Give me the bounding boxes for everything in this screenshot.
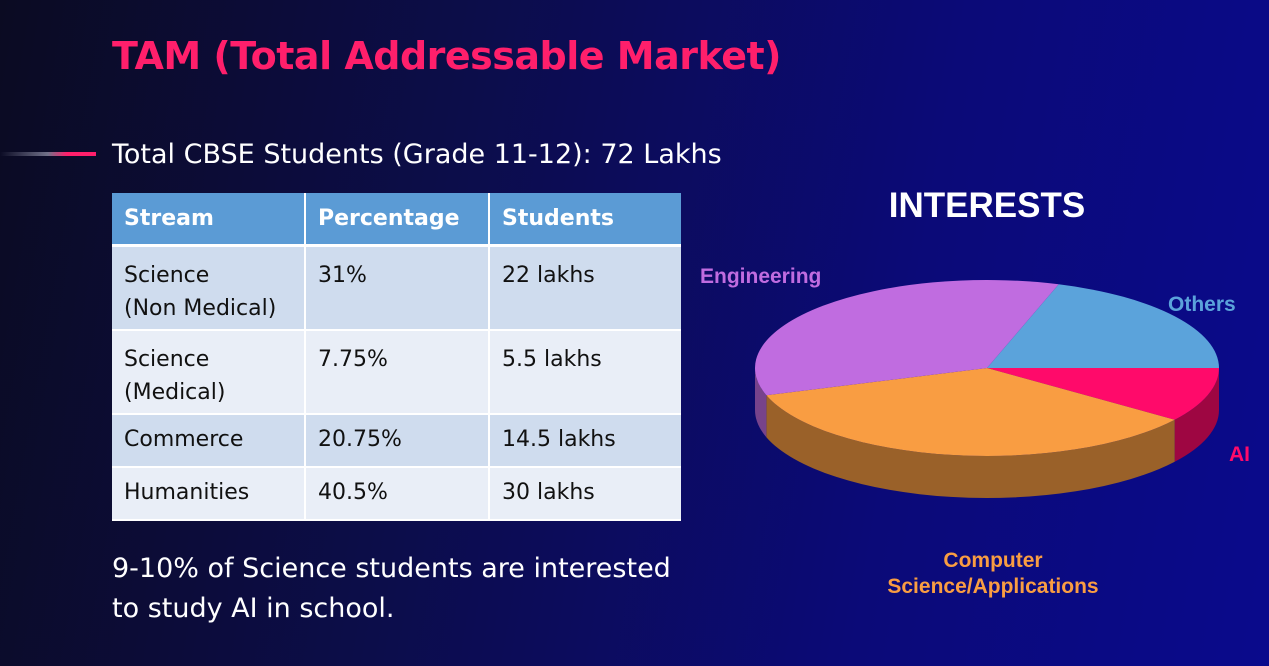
label-others: Others [1168, 293, 1236, 316]
table-row: Commerce 20.75% 14.5 lakhs [112, 414, 681, 468]
cell-stream: Commerce [112, 414, 306, 468]
cell-students: 5.5 lakhs [489, 330, 681, 415]
label-computer-science-line2: Science/Applications [887, 575, 1099, 598]
stream-table: Stream Percentage Students Science (Non M… [112, 193, 681, 521]
cell-students: 22 lakhs [489, 245, 681, 331]
pie-slice-others [987, 284, 1219, 368]
pie-slice-engineering [754, 280, 1059, 396]
pie-slice-ai [987, 368, 1219, 420]
stream-subtype: (Medical) [124, 380, 226, 405]
pie-side-ai [1174, 368, 1219, 462]
ai-interest-note: 9-10% of Science students are interested… [112, 549, 712, 629]
cell-stream: Humanities [112, 467, 306, 521]
pie-side-engineering [754, 368, 767, 438]
note-line-2: to study AI in school. [112, 593, 395, 624]
cell-stream: Science (Medical) [112, 330, 306, 415]
label-computer-science: Computer Science/Applications [860, 548, 1126, 600]
stream-subtype: (Non Medical) [124, 296, 277, 321]
bullet-accent-line [0, 152, 96, 156]
cell-percentage: 20.75% [305, 414, 490, 468]
table-header-row: Stream Percentage Students [112, 193, 681, 247]
label-ai: AI [1229, 443, 1250, 466]
column-header-percentage: Percentage [305, 193, 490, 247]
stream-name: Science [124, 347, 210, 372]
pie-slice-computer-science-applications [766, 368, 1175, 457]
cell-percentage: 7.75% [305, 330, 490, 415]
stream-name: Science [124, 263, 210, 288]
cell-stream: Science (Non Medical) [112, 245, 306, 331]
cell-students: 14.5 lakhs [489, 414, 681, 468]
column-header-students: Students [489, 193, 681, 247]
label-computer-science-line1: Computer [943, 549, 1043, 572]
pie-side-computer-science-applications [766, 395, 1175, 498]
cell-students: 30 lakhs [489, 467, 681, 521]
total-students-heading: Total CBSE Students (Grade 11-12): 72 La… [112, 139, 722, 170]
table-row: Humanities 40.5% 30 lakhs [112, 467, 681, 521]
cell-percentage: 40.5% [305, 467, 490, 521]
chart-title: INTERESTS [888, 186, 1086, 225]
table-row: Science (Non Medical) 31% 22 lakhs [112, 245, 681, 331]
table-row: Science (Medical) 7.75% 5.5 lakhs [112, 330, 681, 415]
cell-percentage: 31% [305, 245, 490, 331]
note-line-1: 9-10% of Science students are interested [112, 553, 671, 584]
page-title: TAM (Total Addressable Market) [112, 34, 782, 78]
column-header-stream: Stream [112, 193, 306, 247]
label-engineering: Engineering [700, 265, 822, 288]
